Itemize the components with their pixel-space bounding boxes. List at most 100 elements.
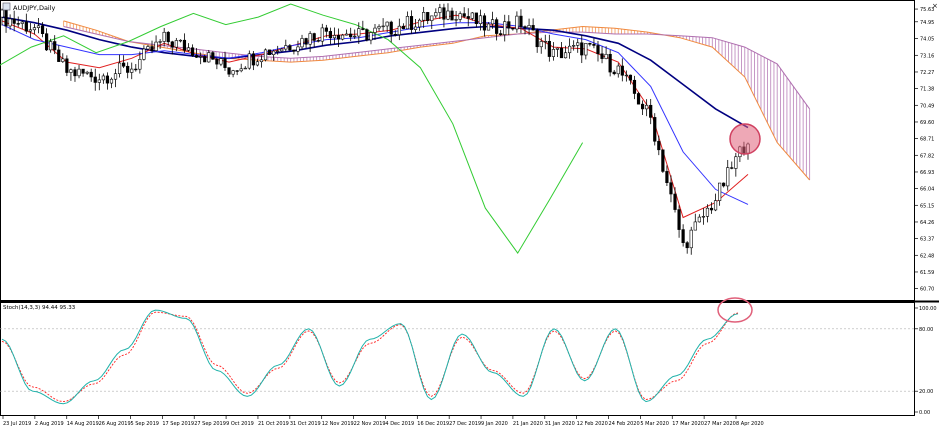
price-tick-label: 62.48 bbox=[920, 253, 934, 259]
candle bbox=[430, 15, 434, 30]
candle bbox=[640, 100, 645, 115]
candle-body bbox=[247, 53, 251, 69]
candle bbox=[608, 49, 612, 77]
candle bbox=[227, 67, 231, 77]
candle-body bbox=[693, 221, 697, 231]
price-tick-label: 66.93 bbox=[920, 170, 934, 176]
candle bbox=[709, 202, 714, 214]
candle-body bbox=[576, 42, 580, 46]
candle bbox=[170, 40, 174, 55]
candle-body bbox=[267, 49, 272, 56]
candle bbox=[231, 69, 235, 78]
candle-body bbox=[486, 23, 491, 31]
candle bbox=[158, 39, 162, 49]
candle-body bbox=[219, 58, 223, 65]
candle-body bbox=[616, 65, 620, 75]
candle bbox=[713, 193, 718, 212]
candle-body bbox=[640, 103, 645, 110]
candle bbox=[138, 51, 142, 74]
time-tick-label: 31 Oct 2019 bbox=[290, 421, 321, 427]
candle bbox=[555, 47, 560, 58]
candle-body bbox=[312, 33, 316, 41]
candle-body bbox=[580, 42, 584, 56]
candle-body bbox=[422, 12, 426, 21]
candle-body bbox=[689, 229, 693, 249]
candle-body bbox=[199, 56, 203, 58]
candle bbox=[130, 62, 134, 80]
stoch-label: Stoch(14,3,3) 94.44 95.33 bbox=[3, 305, 76, 311]
candle bbox=[69, 68, 73, 81]
candle bbox=[211, 51, 215, 60]
candle bbox=[495, 17, 499, 41]
candle bbox=[596, 41, 600, 62]
candle bbox=[300, 34, 304, 50]
candle bbox=[486, 22, 491, 31]
price-tick-label: 67.82 bbox=[920, 153, 934, 159]
candle-body bbox=[332, 35, 337, 39]
candle bbox=[697, 214, 701, 223]
candle-body bbox=[365, 29, 369, 41]
candle bbox=[547, 34, 551, 62]
candle-body bbox=[442, 7, 446, 20]
candle-body bbox=[523, 26, 527, 29]
price-tick-label: 75.63 bbox=[920, 7, 934, 13]
candle-body bbox=[138, 59, 142, 70]
candle-body bbox=[105, 75, 110, 84]
candle-body bbox=[53, 41, 57, 51]
candle-body bbox=[109, 78, 114, 84]
candle bbox=[49, 38, 53, 53]
candle-body bbox=[251, 53, 255, 66]
candle bbox=[624, 70, 628, 82]
candle-body bbox=[730, 167, 734, 169]
candle bbox=[259, 55, 264, 68]
candle-body bbox=[28, 29, 32, 32]
time-tick-label: 5 Sep 2019 bbox=[130, 421, 159, 427]
time-tick-label: 31 Jan 2020 bbox=[545, 421, 575, 427]
time-tick-label: 12 Nov 2019 bbox=[322, 421, 354, 427]
candle-body bbox=[705, 207, 710, 217]
candle-body bbox=[227, 67, 231, 75]
candle-body bbox=[166, 31, 170, 43]
candle-body bbox=[701, 216, 706, 218]
candle bbox=[57, 45, 61, 62]
candle-body bbox=[81, 68, 85, 74]
candle-body bbox=[547, 40, 551, 57]
candle bbox=[718, 182, 722, 206]
candle bbox=[478, 9, 483, 31]
price-tick-label: 72.27 bbox=[920, 70, 934, 76]
candle-body bbox=[722, 182, 726, 187]
candle-body bbox=[207, 52, 211, 63]
candle-body bbox=[434, 12, 438, 17]
candle bbox=[251, 51, 255, 71]
candle-body bbox=[154, 41, 158, 51]
candle-body bbox=[563, 52, 568, 59]
candle-body bbox=[381, 25, 385, 28]
panel-close-icon[interactable]: × bbox=[932, 2, 938, 10]
candle-body bbox=[713, 200, 718, 211]
candle bbox=[389, 20, 393, 43]
time-tick-label: 27 Sep 2019 bbox=[194, 421, 226, 427]
candle-body bbox=[340, 34, 345, 40]
time-tick-label: 2 Aug 2019 bbox=[35, 421, 64, 427]
candle-body bbox=[158, 41, 162, 43]
candle-body bbox=[499, 33, 503, 35]
candle bbox=[673, 187, 677, 213]
candle-body bbox=[568, 45, 572, 54]
candle bbox=[454, 11, 458, 27]
candle-body bbox=[134, 68, 138, 71]
candle bbox=[559, 42, 564, 59]
candle-body bbox=[65, 58, 69, 73]
candle-body bbox=[665, 171, 669, 183]
candle bbox=[190, 44, 195, 57]
candle bbox=[551, 42, 555, 61]
candle-body bbox=[24, 21, 28, 32]
candle bbox=[186, 43, 191, 52]
candle-body bbox=[373, 27, 377, 33]
candle bbox=[349, 27, 353, 41]
candle bbox=[726, 159, 730, 191]
candle-body bbox=[284, 45, 288, 50]
candle-body bbox=[69, 69, 73, 73]
candle-body bbox=[681, 229, 685, 243]
candle-body bbox=[588, 43, 592, 45]
